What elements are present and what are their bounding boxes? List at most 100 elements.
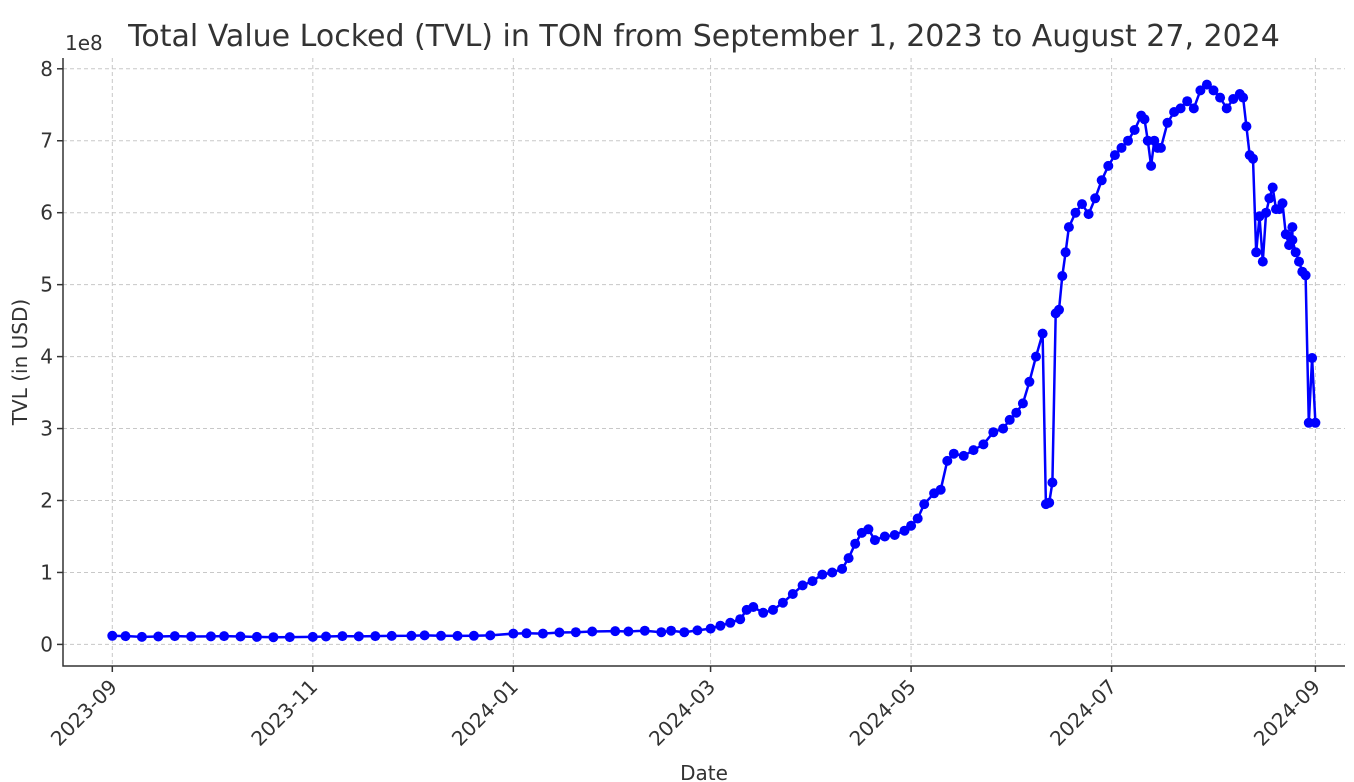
data-point-123 <box>1264 193 1275 204</box>
data-point-40 <box>735 614 746 625</box>
data-point-47 <box>797 580 808 591</box>
data-point-73 <box>1011 407 1022 418</box>
data-point-130 <box>1287 222 1298 233</box>
data-point-3 <box>153 631 164 642</box>
data-point-103 <box>1162 117 1173 128</box>
data-point-118 <box>1248 153 1258 164</box>
data-point-67 <box>958 450 969 461</box>
data-point-133 <box>1294 256 1304 267</box>
data-point-69 <box>978 439 989 450</box>
x-axis-ticks: 2023-09 2023-11 2024-01 2024-03 2024-05 2024-… <box>46 666 1325 751</box>
data-point-66 <box>948 448 959 459</box>
data-point-75 <box>1024 376 1035 387</box>
data-point-37 <box>705 623 716 634</box>
data-point-132 <box>1290 247 1301 258</box>
data-point-97 <box>1139 114 1150 125</box>
data-point-102 <box>1155 142 1166 153</box>
data-point-121 <box>1257 256 1268 267</box>
data-point-48 <box>807 576 818 587</box>
data-point-11 <box>284 632 295 643</box>
data-point-82 <box>1054 304 1064 315</box>
data-point-29 <box>587 626 598 637</box>
data-point-20 <box>436 630 446 641</box>
data-point-0 <box>107 630 118 641</box>
data-point-116 <box>1241 121 1252 132</box>
data-point-86 <box>1070 207 1081 218</box>
data-point-38 <box>715 620 726 631</box>
data-point-65 <box>942 455 953 466</box>
data-point-119 <box>1251 247 1262 258</box>
data-point-13 <box>321 631 331 642</box>
data-point-91 <box>1103 160 1114 171</box>
y-tick-label-0: 0 <box>40 632 53 656</box>
data-point-89 <box>1090 193 1101 204</box>
y-tick-label-6: 6 <box>40 201 53 225</box>
data-point-60 <box>906 520 917 531</box>
data-point-44 <box>768 604 778 615</box>
data-point-31 <box>623 626 634 637</box>
data-point-79 <box>1044 497 1055 508</box>
data-point-105 <box>1175 103 1186 114</box>
data-point-2 <box>136 631 147 642</box>
data-point-88 <box>1083 209 1094 220</box>
data-point-5 <box>186 631 197 642</box>
data-point-80 <box>1047 477 1058 488</box>
y-tick-label-4: 4 <box>40 345 53 369</box>
data-point-58 <box>889 530 900 540</box>
y-axis-label: TVL (in USD) <box>8 299 32 426</box>
data-point-7 <box>219 631 230 642</box>
data-point-28 <box>570 627 581 638</box>
data-point-34 <box>666 625 677 636</box>
data-point-131 <box>1287 235 1298 245</box>
data-point-10 <box>268 632 279 643</box>
data-point-4 <box>169 631 180 642</box>
x-tick-label-5: 2024-07 <box>1045 675 1121 751</box>
data-point-106 <box>1182 96 1193 107</box>
data-point-33 <box>656 627 667 638</box>
data-point-21 <box>452 630 463 641</box>
y-tick-label-3: 3 <box>40 417 53 441</box>
data-point-57 <box>879 531 890 542</box>
x-axis-label: Date <box>680 761 728 782</box>
data-point-62 <box>919 499 930 510</box>
y-tick-label-8: 8 <box>40 57 53 81</box>
data-point-70 <box>988 427 999 438</box>
data-point-25 <box>521 628 532 639</box>
data-point-15 <box>353 631 364 642</box>
data-point-85 <box>1063 222 1074 233</box>
data-point-12 <box>307 631 318 642</box>
data-point-90 <box>1096 175 1107 186</box>
x-tick-label-2: 2024-01 <box>447 675 523 751</box>
x-tick-label-6: 2024-09 <box>1249 675 1325 751</box>
x-tick-label-4: 2024-05 <box>845 675 921 751</box>
data-point-53 <box>850 538 861 549</box>
x-tick-label-3: 2024-03 <box>644 675 720 751</box>
data-point-30 <box>610 626 621 637</box>
data-point-16 <box>370 631 381 642</box>
axis-spines <box>62 58 1345 667</box>
x-tick-label-1: 2023-11 <box>246 675 322 751</box>
data-point-8 <box>235 631 246 642</box>
data-point-56 <box>869 535 880 546</box>
data-point-138 <box>1310 417 1321 428</box>
data-point-71 <box>998 423 1009 434</box>
data-point-109 <box>1201 79 1212 90</box>
data-point-124 <box>1267 182 1278 193</box>
data-point-18 <box>406 630 417 641</box>
data-point-50 <box>827 567 838 578</box>
data-point-61 <box>912 513 923 524</box>
data-point-108 <box>1195 85 1206 96</box>
data-point-52 <box>843 553 854 564</box>
x-tick-label-0: 2023-09 <box>46 675 122 751</box>
data-point-6 <box>205 631 216 642</box>
data-point-64 <box>935 484 946 495</box>
data-point-9 <box>251 631 262 642</box>
y-tick-label-2: 2 <box>40 489 53 513</box>
data-point-1 <box>120 631 131 642</box>
data-point-127 <box>1277 198 1288 209</box>
y-tick-label-5: 5 <box>40 273 53 297</box>
data-point-83 <box>1057 271 1068 281</box>
data-point-94 <box>1123 135 1133 146</box>
data-point-32 <box>639 625 650 636</box>
data-point-51 <box>837 563 848 574</box>
